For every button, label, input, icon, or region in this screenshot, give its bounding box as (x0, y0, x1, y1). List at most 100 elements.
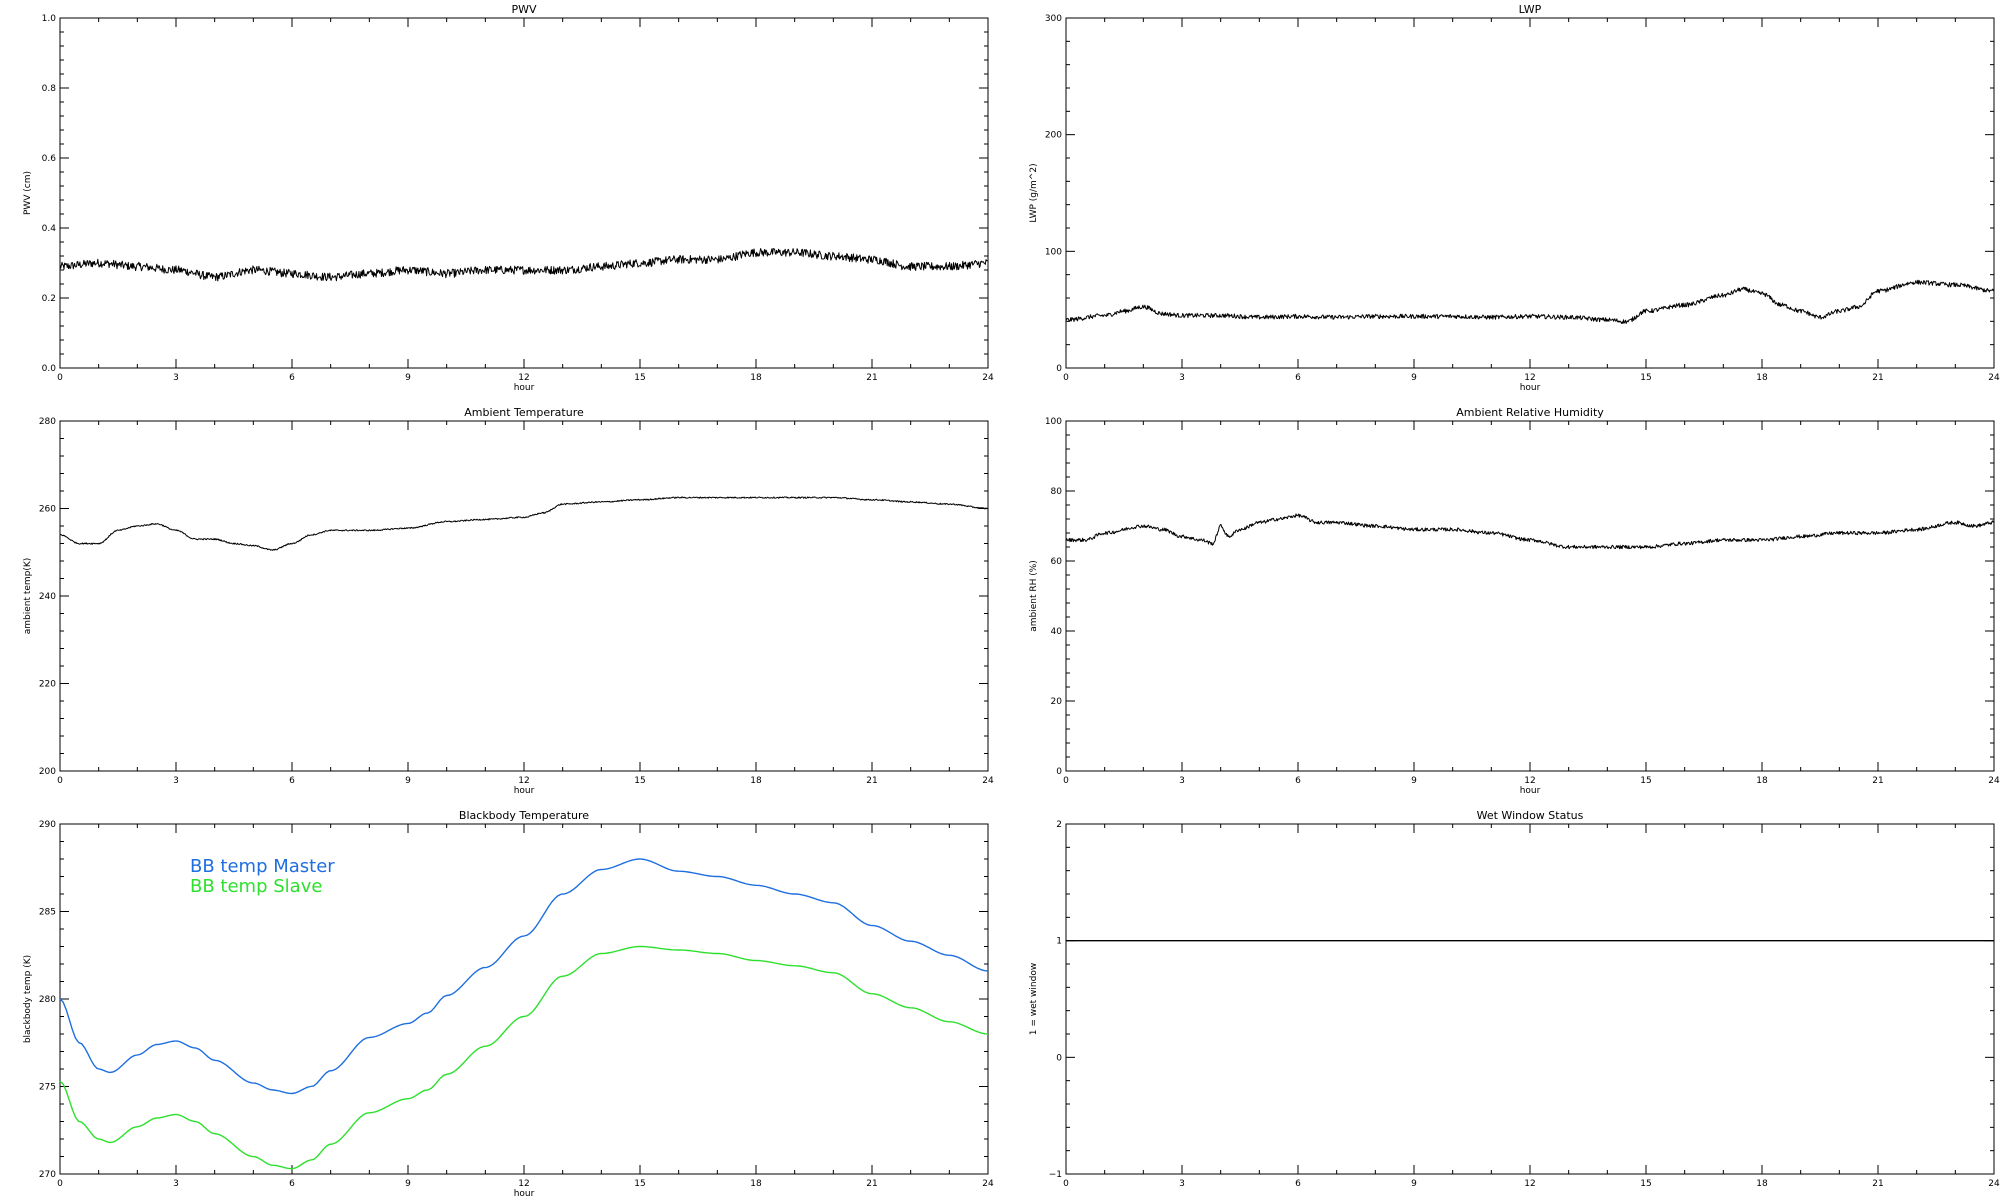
ambient-temperature-plot-frame (59, 420, 989, 772)
wet-window-status-x-tick-label: 12 (1524, 1179, 1535, 1189)
lwp-x-tick-label: 12 (1524, 373, 1535, 383)
pwv-y-tick-label: 0.0 (42, 364, 57, 374)
ambient-temperature-y-axis-label: ambient temp(K) (23, 558, 33, 635)
pwv-panel: PWV 0 3 6 9 12 15 18 21 24 hour 0.0 0.2 0.4 0.6 0.8 1.0 P… (23, 3, 994, 393)
lwp-series-line (1065, 279, 1995, 324)
ambient-relative-humidity-title: Ambient Relative Humidity (1456, 406, 1604, 419)
wet-window-status-x-tick-label: 9 (1411, 1179, 1417, 1189)
pwv-x-tick-label: 6 (289, 373, 295, 383)
ambient-relative-humidity-series-line (1065, 513, 1995, 550)
lwp-y-axis-label: LWP (g/m^2) (1029, 163, 1039, 222)
wet-window-status-plot-frame (1065, 823, 1995, 1175)
ambient-temperature-series-line (59, 496, 989, 551)
ambient-temperature-x-tick-label: 18 (750, 776, 762, 786)
ambient-relative-humidity-x-tick-label: 21 (1872, 776, 1883, 786)
blackbody-temperature-x-tick-label: 21 (866, 1179, 877, 1189)
pwv-title: PWV (511, 3, 537, 16)
pwv-plot-frame (59, 17, 989, 369)
blackbody-temperature-x-tick-label: 0 (57, 1179, 63, 1189)
lwp-x-tick-label: 18 (1756, 373, 1768, 383)
blackbody-temperature-panel: Blackbody Temperature 0 3 6 9 12 15 18 21 24 hour 2… (23, 809, 994, 1199)
lwp-x-tick-label: 9 (1411, 373, 1417, 383)
lwp-y-tick-label: 100 (1045, 247, 1062, 257)
ambient-relative-humidity-x-tick-label: 6 (1295, 776, 1301, 786)
legend-entry-bb-temp-master: BB temp Master (190, 856, 335, 877)
ambient-temperature-x-tick-label: 21 (866, 776, 877, 786)
wet-window-status-x-tick-label: 21 (1872, 1179, 1883, 1189)
wet-window-status-y-axis-label: 1 = wet window (1029, 963, 1039, 1035)
wet-window-status-x-tick-label: 6 (1295, 1179, 1301, 1189)
wet-window-status-y-tick-label: −1 (1049, 1170, 1062, 1180)
ambient-relative-humidity-panel: Ambient Relative Humidity 0 3 6 9 12 15 18 21 24 h… (1029, 406, 2000, 796)
wet-window-status-y-tick-label: 1 (1056, 937, 1062, 947)
ambient-relative-humidity-y-tick-label: 40 (1051, 627, 1063, 637)
blackbody-temperature-x-axis-label: hour (514, 1189, 535, 1199)
blackbody-temperature-x-tick-label: 18 (750, 1179, 762, 1189)
wet-window-status-x-tick-label: 24 (1988, 1179, 2000, 1189)
blackbody-temperature-x-tick-label: 6 (289, 1179, 295, 1189)
ambient-temperature-x-tick-label: 12 (518, 776, 529, 786)
ambient-temperature-panel: Ambient Temperature 0 3 6 9 12 15 18 21 24 hour 200… (23, 406, 994, 796)
lwp-panel: LWP 0 3 6 9 12 15 18 21 24 hour 0 100 200 300 LWP (g/m^… (1029, 3, 2000, 393)
lwp-x-tick-label: 3 (1179, 373, 1185, 383)
ambient-relative-humidity-plot-frame (1065, 420, 1995, 772)
blackbody-temperature-x-tick-label: 15 (634, 1179, 645, 1189)
ambient-relative-humidity-x-tick-label: 24 (1988, 776, 2000, 786)
pwv-x-axis-label: hour (514, 383, 535, 393)
ambient-relative-humidity-y-tick-label: 20 (1051, 697, 1063, 707)
blackbody-temperature-title: Blackbody Temperature (459, 809, 589, 822)
blackbody-temperature-x-tick-label: 24 (982, 1179, 994, 1189)
ambient-temperature-x-tick-label: 24 (982, 776, 994, 786)
blackbody-temperature-x-tick-label: 12 (518, 1179, 529, 1189)
pwv-x-tick-label: 12 (518, 373, 529, 383)
ambient-relative-humidity-y-tick-label: 80 (1051, 487, 1063, 497)
lwp-x-tick-label: 15 (1640, 373, 1651, 383)
lwp-x-tick-label: 0 (1063, 373, 1069, 383)
ambient-relative-humidity-x-tick-label: 9 (1411, 776, 1417, 786)
lwp-x-tick-label: 21 (1872, 373, 1883, 383)
lwp-x-tick-label: 24 (1988, 373, 2000, 383)
wet-window-status-title: Wet Window Status (1477, 809, 1584, 822)
lwp-title: LWP (1519, 3, 1542, 16)
blackbody-temperature-series-line-1 (59, 858, 989, 1095)
pwv-x-tick-label: 24 (982, 373, 994, 383)
ambient-relative-humidity-y-tick-label: 60 (1051, 557, 1063, 567)
wet-window-status-x-tick-label: 15 (1640, 1179, 1651, 1189)
ambient-relative-humidity-y-tick-label: 0 (1056, 767, 1062, 777)
blackbody-temperature-y-tick-label: 285 (39, 908, 56, 918)
wet-window-status-x-tick-label: 3 (1179, 1179, 1185, 1189)
pwv-x-tick-label: 9 (405, 373, 411, 383)
legend-entry-bb-temp-slave: BB temp Slave (190, 876, 322, 897)
pwv-y-tick-label: 0.8 (42, 84, 57, 94)
ambient-relative-humidity-y-axis-label: ambient RH (%) (1029, 560, 1039, 632)
ambient-relative-humidity-x-tick-label: 18 (1756, 776, 1768, 786)
lwp-y-tick-label: 0 (1056, 364, 1062, 374)
pwv-y-tick-label: 0.4 (42, 224, 57, 234)
ambient-temperature-x-tick-label: 6 (289, 776, 295, 786)
lwp-y-tick-label: 200 (1045, 131, 1062, 141)
pwv-x-tick-label: 21 (866, 373, 877, 383)
wet-window-status-x-tick-label: 18 (1756, 1179, 1768, 1189)
ambient-temperature-y-tick-label: 260 (39, 505, 56, 515)
pwv-x-tick-label: 3 (173, 373, 179, 383)
blackbody-temperature-x-tick-label: 3 (173, 1179, 179, 1189)
wet-window-status-x-tick-label: 0 (1063, 1179, 1069, 1189)
pwv-x-tick-label: 0 (57, 373, 63, 383)
blackbody-temperature-series-line-2 (59, 945, 989, 1170)
blackbody-temperature-y-tick-label: 280 (39, 995, 56, 1005)
pwv-y-tick-label: 0.6 (42, 154, 57, 164)
ambient-temperature-x-tick-label: 0 (57, 776, 63, 786)
blackbody-temperature-y-tick-label: 290 (39, 820, 56, 830)
ambient-relative-humidity-x-tick-label: 3 (1179, 776, 1185, 786)
ambient-relative-humidity-x-tick-label: 15 (1640, 776, 1651, 786)
pwv-x-tick-label: 18 (750, 373, 762, 383)
blackbody-temperature-x-tick-label: 9 (405, 1179, 411, 1189)
blackbody-temperature-y-tick-label: 275 (39, 1083, 56, 1093)
ambient-temperature-x-axis-label: hour (514, 786, 535, 796)
ambient-temperature-title: Ambient Temperature (464, 406, 584, 419)
pwv-y-tick-label: 0.2 (42, 294, 56, 304)
ambient-temperature-x-tick-label: 3 (173, 776, 179, 786)
lwp-x-tick-label: 6 (1295, 373, 1301, 383)
ambient-temperature-x-tick-label: 15 (634, 776, 645, 786)
